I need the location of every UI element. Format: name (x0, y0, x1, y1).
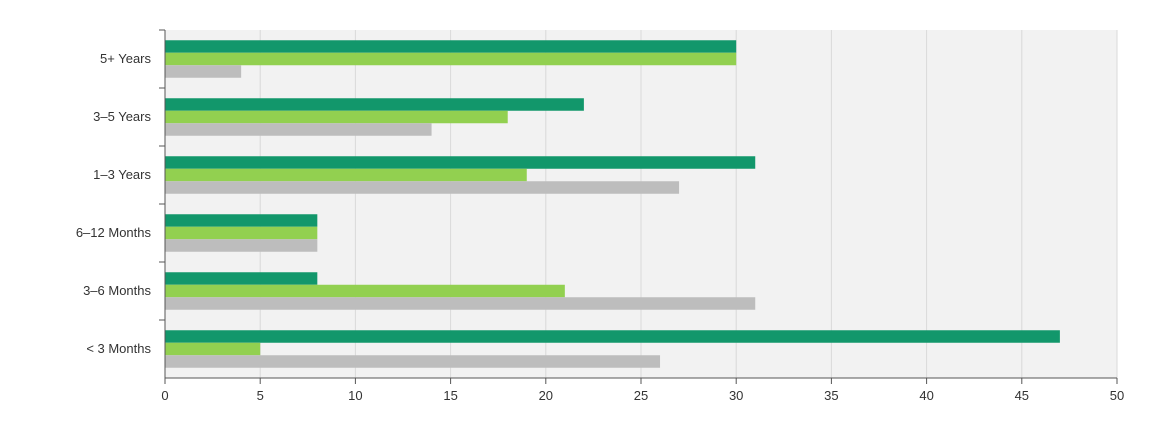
category-label: 5+ Years (100, 51, 151, 66)
x-tick-label: 35 (824, 388, 838, 403)
x-tick-label: 10 (348, 388, 362, 403)
bar (165, 110, 508, 124)
category-label: < 3 Months (86, 341, 151, 356)
x-tick-label: 5 (257, 388, 264, 403)
category-label: 6–12 Months (76, 225, 152, 240)
x-tick-label: 15 (443, 388, 457, 403)
x-tick-label: 25 (634, 388, 648, 403)
x-axis-ticks: 0 5 10 15 20 25 30 35 40 45 50 (159, 29, 1124, 403)
bar (165, 272, 318, 285)
bar (165, 65, 242, 78)
x-tick-label: 30 (729, 388, 743, 403)
bar (165, 284, 565, 298)
bar (165, 40, 737, 53)
bar (165, 181, 680, 194)
bar (165, 297, 756, 310)
bar (165, 239, 318, 252)
bar (165, 52, 737, 66)
category-label: 3–6 Months (83, 283, 151, 298)
x-tick-label: 40 (919, 388, 933, 403)
bar (165, 355, 661, 368)
category-label: 1–3 Years (93, 167, 151, 182)
bar (165, 123, 432, 136)
x-tick-label: 45 (1015, 388, 1029, 403)
bar (165, 214, 318, 227)
bar (165, 156, 756, 169)
x-tick-label: 50 (1110, 388, 1124, 403)
bar (165, 168, 527, 182)
category-label: 3–5 Years (93, 109, 151, 124)
bar (165, 226, 318, 240)
bar (165, 98, 584, 111)
gridlines (259, 30, 1118, 378)
x-tick-label: 0 (161, 388, 168, 403)
bar (165, 330, 1060, 343)
category-labels: 5+ Years 3–5 Years 1–3 Years 6–12 Months 3–6… (76, 51, 152, 356)
x-tick-label: 20 (539, 388, 553, 403)
bar (165, 342, 261, 356)
bars (165, 40, 1060, 368)
